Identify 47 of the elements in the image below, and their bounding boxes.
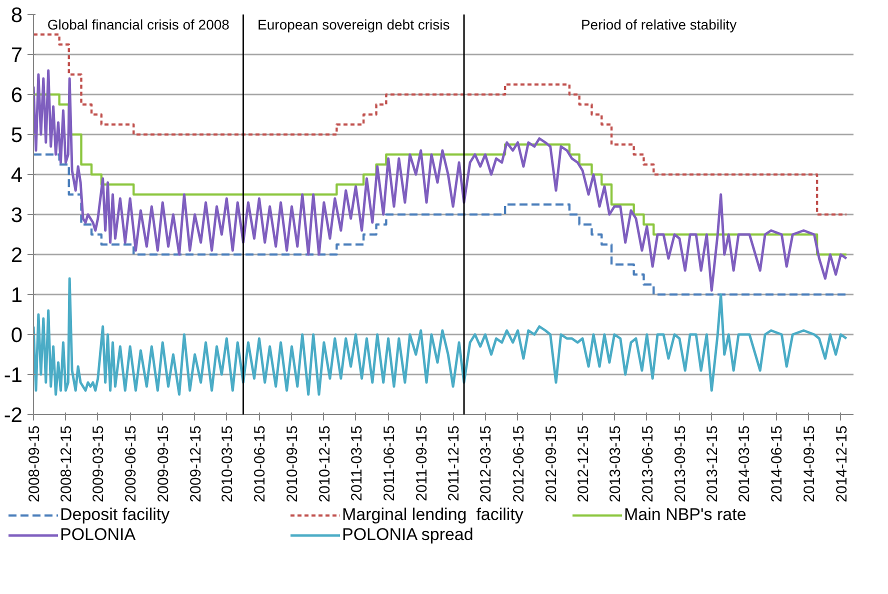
annotation: Period of relative stability: [580, 16, 737, 32]
y-tick-label: 2: [10, 244, 23, 267]
y-tick-label: 4: [10, 164, 23, 187]
y-tick-label: 7: [10, 44, 23, 67]
x-tick-label: 2011-03-15: [348, 425, 366, 502]
x-tick-label: 2014-12-15: [833, 425, 850, 502]
y-tick-label: 8: [10, 4, 23, 27]
x-tick-label: 2013-06-15: [639, 425, 656, 502]
line-series: [34, 69, 848, 292]
y-tick-label: -1: [4, 364, 23, 387]
x-tick-label: 2011-12-15: [446, 425, 463, 502]
x-tick-label: 2009-09-15: [155, 425, 172, 502]
line-series: [34, 277, 848, 396]
x-tick-label: 2012-09-15: [542, 425, 560, 502]
x-tick-label: 2013-09-15: [672, 425, 689, 502]
x-tick-label: 2013-03-15: [606, 425, 624, 502]
x-tick-label: 2008-09-15: [26, 425, 43, 502]
x-tick-label: 2014-06-15: [768, 425, 786, 502]
x-tick-label: 2009-12-15: [187, 425, 204, 502]
y-tick-label: 0: [10, 324, 23, 347]
x-tick-label: 2012-06-15: [510, 425, 528, 502]
legend-label: Deposit facility: [60, 505, 171, 525]
y-tick-label: 3: [10, 204, 23, 227]
x-tick-label: 2012-03-15: [478, 425, 495, 502]
x-tick-label: 2014-09-15: [801, 425, 818, 502]
legend-label: POLONIA spread: [342, 525, 474, 545]
y-tick-label: 5: [10, 124, 23, 147]
legend-label: Marginal lending facility: [342, 505, 524, 525]
x-tick-label: 2010-12-15: [316, 425, 334, 502]
legend-label: POLONIA: [60, 525, 137, 545]
x-tick-label: 2009-06-15: [122, 425, 140, 502]
x-tick-label: 2009-03-15: [90, 425, 108, 502]
y-tick-label: -2: [4, 404, 23, 427]
y-tick-label: 6: [10, 84, 23, 107]
legend-label: Main NBP's rate: [624, 505, 748, 525]
x-tick-label: 2014-03-15: [736, 425, 753, 502]
annotation: European sovereign debt crisis: [258, 16, 450, 32]
x-tick-label: 2012-12-15: [575, 425, 592, 502]
x-tick-label: 2013-12-15: [704, 425, 722, 502]
x-tick-label: 2011-09-15: [413, 425, 430, 502]
annotation: Global financial crisis of 2008: [47, 16, 230, 32]
y-tick-label: 1: [10, 284, 23, 307]
x-tick-label: 2010-06-15: [252, 425, 269, 502]
x-tick-label: 2011-06-15: [380, 425, 398, 502]
x-tick-label: 2010-03-15: [219, 425, 236, 502]
x-tick-label: 2010-09-15: [284, 425, 302, 502]
x-tick-label: 2008-12-15: [58, 425, 76, 502]
